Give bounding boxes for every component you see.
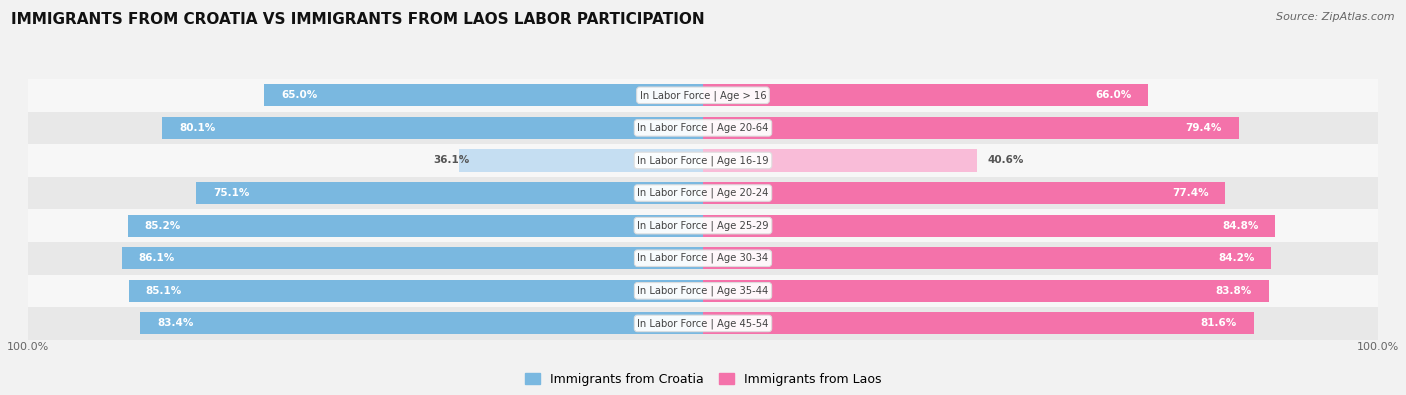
Bar: [197, 182, 703, 204]
Bar: [703, 182, 1226, 204]
Bar: [122, 247, 703, 269]
Legend: Immigrants from Croatia, Immigrants from Laos: Immigrants from Croatia, Immigrants from…: [520, 368, 886, 391]
Text: In Labor Force | Age 25-29: In Labor Force | Age 25-29: [637, 220, 769, 231]
Bar: [129, 280, 703, 302]
Text: 81.6%: 81.6%: [1201, 318, 1237, 328]
Text: 84.8%: 84.8%: [1222, 221, 1258, 231]
Text: 84.2%: 84.2%: [1218, 253, 1254, 263]
Bar: [264, 84, 703, 106]
Bar: [28, 112, 1378, 144]
Bar: [28, 242, 1378, 275]
Bar: [28, 79, 1378, 111]
Bar: [28, 307, 1378, 340]
Bar: [703, 247, 1271, 269]
Bar: [28, 209, 1378, 242]
Text: In Labor Force | Age 30-34: In Labor Force | Age 30-34: [637, 253, 769, 263]
Bar: [28, 144, 1378, 177]
Bar: [28, 177, 1378, 209]
Text: 83.4%: 83.4%: [157, 318, 194, 328]
Bar: [703, 214, 1275, 237]
Bar: [703, 149, 977, 171]
Bar: [128, 214, 703, 237]
Text: 85.1%: 85.1%: [146, 286, 181, 296]
Text: In Labor Force | Age 20-24: In Labor Force | Age 20-24: [637, 188, 769, 198]
Bar: [460, 149, 703, 171]
Text: In Labor Force | Age 16-19: In Labor Force | Age 16-19: [637, 155, 769, 166]
Text: 86.1%: 86.1%: [139, 253, 176, 263]
Text: IMMIGRANTS FROM CROATIA VS IMMIGRANTS FROM LAOS LABOR PARTICIPATION: IMMIGRANTS FROM CROATIA VS IMMIGRANTS FR…: [11, 12, 704, 27]
Text: In Labor Force | Age 20-64: In Labor Force | Age 20-64: [637, 122, 769, 133]
Text: 85.2%: 85.2%: [145, 221, 181, 231]
Bar: [703, 117, 1239, 139]
Bar: [141, 312, 703, 335]
Text: In Labor Force | Age 45-54: In Labor Force | Age 45-54: [637, 318, 769, 329]
Text: 65.0%: 65.0%: [281, 90, 318, 100]
Bar: [163, 117, 703, 139]
Text: 66.0%: 66.0%: [1095, 90, 1132, 100]
Text: 75.1%: 75.1%: [214, 188, 249, 198]
Text: In Labor Force | Age > 16: In Labor Force | Age > 16: [640, 90, 766, 101]
Bar: [703, 84, 1149, 106]
Text: 36.1%: 36.1%: [433, 156, 470, 166]
Bar: [28, 275, 1378, 307]
Text: 80.1%: 80.1%: [180, 123, 215, 133]
Text: 79.4%: 79.4%: [1185, 123, 1222, 133]
Text: In Labor Force | Age 35-44: In Labor Force | Age 35-44: [637, 286, 769, 296]
Text: 77.4%: 77.4%: [1171, 188, 1209, 198]
Bar: [703, 312, 1254, 335]
Bar: [703, 280, 1268, 302]
Text: 83.8%: 83.8%: [1215, 286, 1251, 296]
Text: 40.6%: 40.6%: [987, 156, 1024, 166]
Text: Source: ZipAtlas.com: Source: ZipAtlas.com: [1277, 12, 1395, 22]
